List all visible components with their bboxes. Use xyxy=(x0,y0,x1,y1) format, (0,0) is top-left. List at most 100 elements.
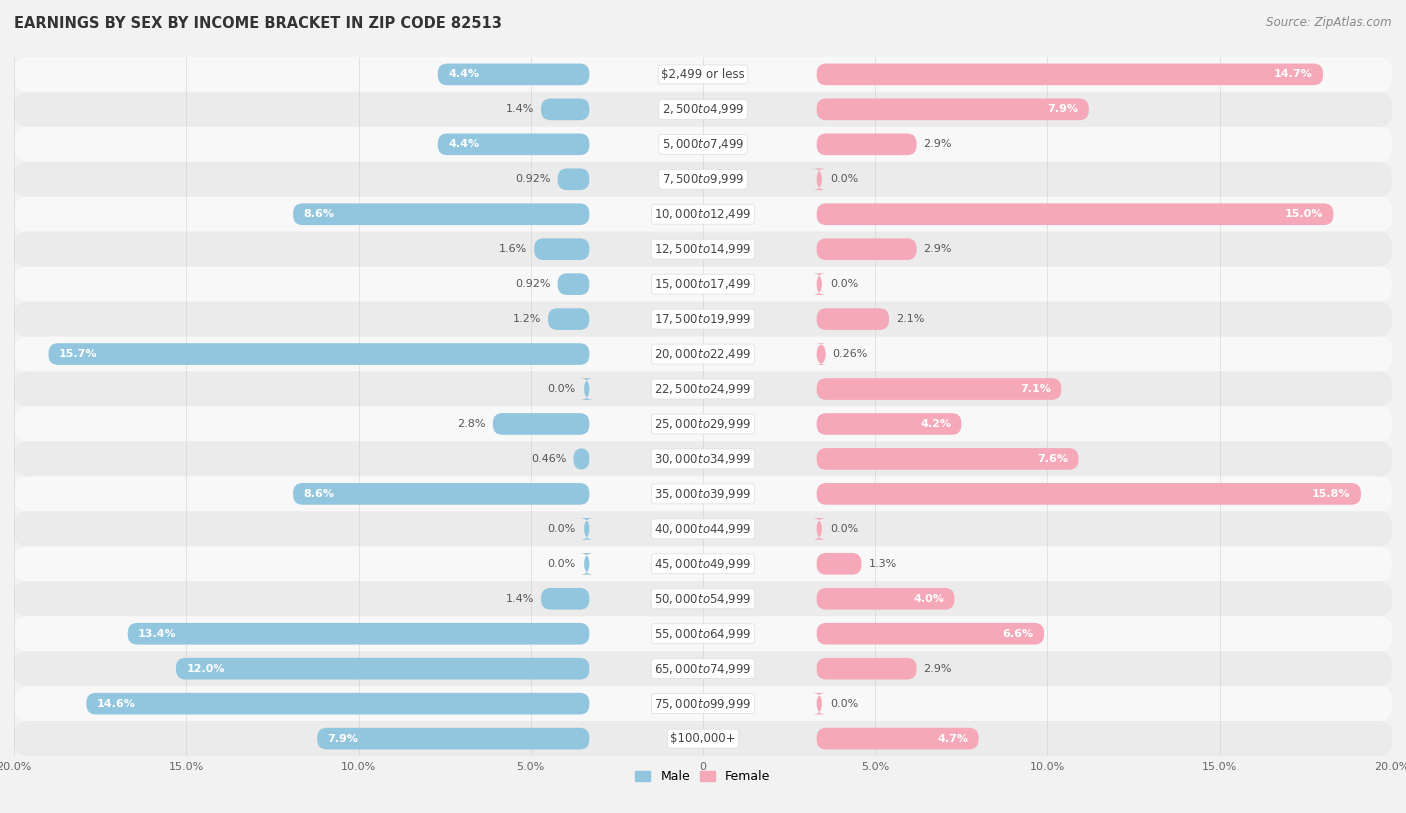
Text: 2.1%: 2.1% xyxy=(896,314,924,324)
Text: $100,000+: $100,000+ xyxy=(671,733,735,745)
FancyBboxPatch shape xyxy=(14,57,1392,92)
Text: $50,000 to $54,999: $50,000 to $54,999 xyxy=(654,592,752,606)
FancyBboxPatch shape xyxy=(437,63,589,85)
Text: 7.1%: 7.1% xyxy=(1019,384,1050,394)
Text: EARNINGS BY SEX BY INCOME BRACKET IN ZIP CODE 82513: EARNINGS BY SEX BY INCOME BRACKET IN ZIP… xyxy=(14,16,502,31)
FancyBboxPatch shape xyxy=(437,133,589,155)
Text: 15.8%: 15.8% xyxy=(1312,489,1351,499)
FancyBboxPatch shape xyxy=(534,238,589,260)
FancyBboxPatch shape xyxy=(817,728,979,750)
Text: $15,000 to $17,499: $15,000 to $17,499 xyxy=(654,277,752,291)
FancyBboxPatch shape xyxy=(817,553,862,575)
Text: $45,000 to $49,999: $45,000 to $49,999 xyxy=(654,557,752,571)
FancyBboxPatch shape xyxy=(813,168,827,190)
Text: 1.6%: 1.6% xyxy=(499,244,527,254)
Text: $20,000 to $22,499: $20,000 to $22,499 xyxy=(654,347,752,361)
Text: 7.9%: 7.9% xyxy=(1047,104,1078,115)
FancyBboxPatch shape xyxy=(541,98,589,120)
FancyBboxPatch shape xyxy=(14,92,1392,127)
FancyBboxPatch shape xyxy=(48,343,589,365)
FancyBboxPatch shape xyxy=(14,267,1392,302)
Text: $30,000 to $34,999: $30,000 to $34,999 xyxy=(654,452,752,466)
Text: 12.0%: 12.0% xyxy=(186,663,225,674)
Text: 8.6%: 8.6% xyxy=(304,209,335,220)
Text: $5,000 to $7,499: $5,000 to $7,499 xyxy=(662,137,744,151)
FancyBboxPatch shape xyxy=(14,162,1392,197)
FancyBboxPatch shape xyxy=(494,413,589,435)
FancyBboxPatch shape xyxy=(14,197,1392,232)
FancyBboxPatch shape xyxy=(817,413,962,435)
Text: 0.0%: 0.0% xyxy=(831,524,859,534)
FancyBboxPatch shape xyxy=(14,581,1392,616)
Text: 2.9%: 2.9% xyxy=(924,244,952,254)
FancyBboxPatch shape xyxy=(548,308,589,330)
Text: 0.0%: 0.0% xyxy=(831,698,859,709)
Text: 0.0%: 0.0% xyxy=(547,384,575,394)
Text: $12,500 to $14,999: $12,500 to $14,999 xyxy=(654,242,752,256)
FancyBboxPatch shape xyxy=(817,448,1078,470)
FancyBboxPatch shape xyxy=(817,623,1045,645)
Text: $40,000 to $44,999: $40,000 to $44,999 xyxy=(654,522,752,536)
Text: 14.6%: 14.6% xyxy=(97,698,135,709)
Text: 0.0%: 0.0% xyxy=(831,174,859,185)
FancyBboxPatch shape xyxy=(813,273,827,295)
FancyBboxPatch shape xyxy=(14,441,1392,476)
Text: 15.0%: 15.0% xyxy=(1285,209,1323,220)
Text: 4.4%: 4.4% xyxy=(449,69,479,80)
FancyBboxPatch shape xyxy=(14,372,1392,406)
FancyBboxPatch shape xyxy=(14,232,1392,267)
Text: 0.0%: 0.0% xyxy=(547,524,575,534)
Text: 15.7%: 15.7% xyxy=(59,349,97,359)
FancyBboxPatch shape xyxy=(813,518,827,540)
FancyBboxPatch shape xyxy=(14,616,1392,651)
FancyBboxPatch shape xyxy=(579,553,593,575)
FancyBboxPatch shape xyxy=(813,693,827,715)
FancyBboxPatch shape xyxy=(817,378,1062,400)
Text: $75,000 to $99,999: $75,000 to $99,999 xyxy=(654,697,752,711)
Text: $22,500 to $24,999: $22,500 to $24,999 xyxy=(654,382,752,396)
Text: 1.4%: 1.4% xyxy=(506,104,534,115)
Text: 7.9%: 7.9% xyxy=(328,733,359,744)
FancyBboxPatch shape xyxy=(14,337,1392,372)
Text: Source: ZipAtlas.com: Source: ZipAtlas.com xyxy=(1267,16,1392,29)
FancyBboxPatch shape xyxy=(817,308,889,330)
FancyBboxPatch shape xyxy=(14,476,1392,511)
Text: 0.0%: 0.0% xyxy=(831,279,859,289)
Text: $10,000 to $12,499: $10,000 to $12,499 xyxy=(654,207,752,221)
FancyBboxPatch shape xyxy=(541,588,589,610)
Text: 14.7%: 14.7% xyxy=(1274,69,1313,80)
FancyBboxPatch shape xyxy=(86,693,589,715)
Text: $35,000 to $39,999: $35,000 to $39,999 xyxy=(654,487,752,501)
FancyBboxPatch shape xyxy=(579,378,593,400)
FancyBboxPatch shape xyxy=(14,406,1392,441)
Text: 0.46%: 0.46% xyxy=(531,454,567,464)
Text: $65,000 to $74,999: $65,000 to $74,999 xyxy=(654,662,752,676)
Text: 1.2%: 1.2% xyxy=(513,314,541,324)
FancyBboxPatch shape xyxy=(14,302,1392,337)
FancyBboxPatch shape xyxy=(14,511,1392,546)
Text: $17,500 to $19,999: $17,500 to $19,999 xyxy=(654,312,752,326)
FancyBboxPatch shape xyxy=(579,518,593,540)
FancyBboxPatch shape xyxy=(817,658,917,680)
FancyBboxPatch shape xyxy=(318,728,589,750)
Text: 13.4%: 13.4% xyxy=(138,628,177,639)
FancyBboxPatch shape xyxy=(817,98,1088,120)
Text: 2.9%: 2.9% xyxy=(924,139,952,150)
FancyBboxPatch shape xyxy=(815,343,827,365)
Text: 7.6%: 7.6% xyxy=(1038,454,1069,464)
FancyBboxPatch shape xyxy=(14,127,1392,162)
FancyBboxPatch shape xyxy=(14,546,1392,581)
FancyBboxPatch shape xyxy=(817,133,917,155)
FancyBboxPatch shape xyxy=(558,168,589,190)
Text: 1.3%: 1.3% xyxy=(869,559,897,569)
Text: $7,500 to $9,999: $7,500 to $9,999 xyxy=(662,172,744,186)
FancyBboxPatch shape xyxy=(574,448,589,470)
Text: 0.92%: 0.92% xyxy=(515,279,551,289)
FancyBboxPatch shape xyxy=(292,203,589,225)
Text: 2.8%: 2.8% xyxy=(457,419,486,429)
FancyBboxPatch shape xyxy=(817,238,917,260)
Text: 4.4%: 4.4% xyxy=(449,139,479,150)
FancyBboxPatch shape xyxy=(817,63,1323,85)
Text: $25,000 to $29,999: $25,000 to $29,999 xyxy=(654,417,752,431)
Text: 0.26%: 0.26% xyxy=(832,349,868,359)
